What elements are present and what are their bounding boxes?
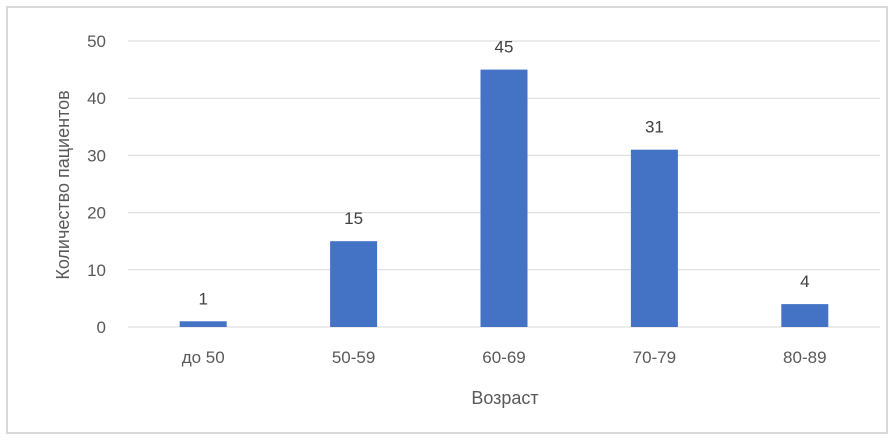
x-tick-label: 70-79 [633, 348, 676, 367]
x-tick-label: 80-89 [783, 348, 826, 367]
data-label: 1 [198, 289, 207, 308]
x-tick-label: 50-59 [332, 348, 375, 367]
data-label: 45 [495, 38, 514, 57]
y-axis-title: Количество пациентов [53, 90, 73, 279]
chart-frame [6, 6, 888, 434]
x-tick-label: 60-69 [482, 348, 525, 367]
data-label: 4 [800, 272, 809, 291]
data-labels: 1 15 45 31 4 [198, 38, 809, 309]
data-label: 31 [645, 118, 664, 137]
y-tick-label: 50 [87, 32, 106, 51]
y-tick-label: 10 [87, 261, 106, 280]
y-axis-ticks: 0 10 20 30 40 50 [87, 32, 106, 337]
x-axis-ticks: до 50 50-59 60-69 70-79 80-89 [182, 348, 827, 367]
y-tick-label: 0 [97, 318, 106, 337]
y-tick-label: 20 [87, 204, 106, 223]
x-axis-title: Возраст [471, 388, 538, 408]
y-tick-label: 40 [87, 89, 106, 108]
bar [480, 69, 528, 327]
bar [781, 304, 829, 327]
bars [179, 69, 829, 327]
bar [330, 241, 378, 327]
x-tick-label: до 50 [182, 348, 225, 367]
y-tick-label: 30 [87, 146, 106, 165]
bar [179, 321, 227, 327]
data-label: 15 [344, 209, 363, 228]
bar [630, 149, 678, 327]
